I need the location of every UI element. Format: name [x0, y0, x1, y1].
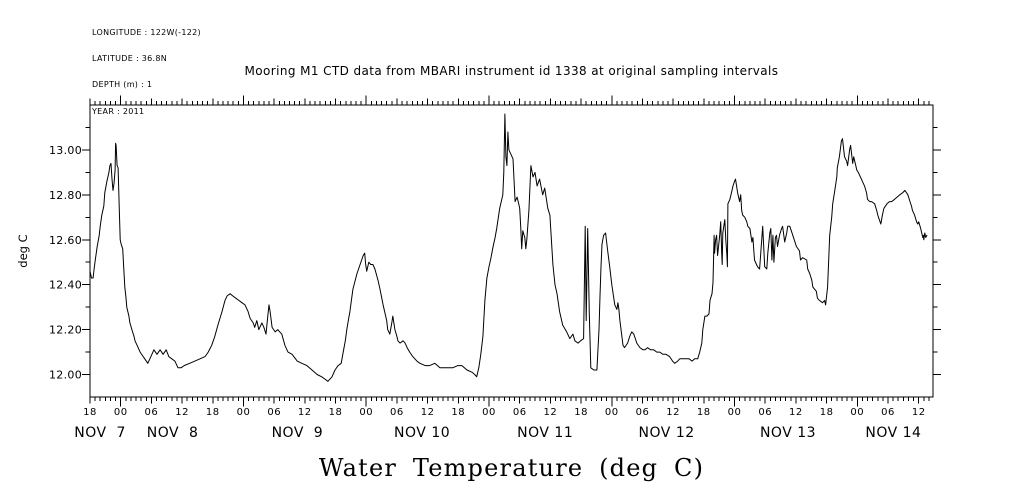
chart-title: Mooring M1 CTD data from MBARI instrumen… — [244, 64, 779, 78]
svg-text:06: 06 — [390, 407, 404, 418]
station-metadata: LONGITUDE : 122W(-122) LATITUDE : 36.8N … — [92, 11, 201, 134]
temperature-series-line — [89, 113, 928, 382]
svg-text:12.80: 12.80 — [49, 189, 82, 202]
top-axis-ticks — [89, 95, 930, 105]
svg-text:18: 18 — [206, 407, 220, 418]
x-axis-title: Water Temperature (deg C) — [318, 454, 705, 482]
svg-text:18: 18 — [574, 407, 588, 418]
svg-text:12.20: 12.20 — [49, 324, 82, 337]
svg-text:00: 00 — [359, 407, 373, 418]
metadata-line-year: YEAR : 2011 — [92, 106, 145, 116]
date-tick-labels: NOV 7 NOV 8 NOV 9 NOV 10 NOV 11 NOV 12 NOV 13 N… — [74, 425, 921, 441]
svg-text:13.00: 13.00 — [49, 144, 82, 157]
svg-text:18: 18 — [697, 407, 711, 418]
y-tick-labels: 12.00 12.20 12.40 12.60 12.80 13.00 — [49, 144, 82, 382]
svg-text:NOV 7: NOV 7 — [74, 425, 126, 441]
svg-text:06: 06 — [636, 407, 650, 418]
bottom-axis-ticks — [89, 397, 930, 407]
right-axis-ticks — [933, 127, 941, 375]
svg-text:18: 18 — [329, 407, 343, 418]
temperature-curve — [89, 113, 928, 382]
svg-text:NOV 11: NOV 11 — [517, 425, 573, 441]
svg-text:12.00: 12.00 — [49, 369, 82, 382]
svg-text:12: 12 — [544, 407, 558, 418]
svg-text:12: 12 — [912, 407, 926, 418]
metadata-line-depth: DEPTH (m) : 1 — [92, 80, 153, 90]
hour-tick-labels: 18 00 06 12 18 00 06 12 18 00 06 12 18 00 06 12 18 00 06 12… — [83, 407, 925, 418]
svg-text:NOV 13: NOV 13 — [760, 425, 816, 441]
svg-text:NOV 9: NOV 9 — [272, 425, 324, 441]
svg-text:NOV 10: NOV 10 — [394, 425, 450, 441]
svg-text:12: 12 — [666, 407, 680, 418]
svg-text:NOV 12: NOV 12 — [639, 425, 695, 441]
svg-text:NOV 14: NOV 14 — [865, 425, 921, 441]
svg-text:12: 12 — [175, 407, 189, 418]
left-axis-ticks — [82, 127, 90, 375]
svg-text:00: 00 — [114, 407, 128, 418]
svg-text:00: 00 — [605, 407, 619, 418]
svg-text:06: 06 — [513, 407, 527, 418]
svg-text:00: 00 — [850, 407, 864, 418]
metadata-line-longitude: LONGITUDE : 122W(-122) — [92, 27, 201, 37]
svg-text:12: 12 — [298, 407, 312, 418]
svg-text:18: 18 — [451, 407, 465, 418]
svg-text:06: 06 — [881, 407, 895, 418]
svg-text:06: 06 — [758, 407, 772, 418]
metadata-line-latitude: LATITUDE : 36.8N — [92, 53, 168, 63]
svg-text:NOV 8: NOV 8 — [147, 425, 199, 441]
svg-text:00: 00 — [482, 407, 496, 418]
svg-text:18: 18 — [820, 407, 834, 418]
svg-text:18: 18 — [83, 407, 97, 418]
svg-text:12: 12 — [421, 407, 435, 418]
svg-text:12.60: 12.60 — [49, 234, 82, 247]
svg-text:12: 12 — [789, 407, 803, 418]
svg-text:06: 06 — [145, 407, 159, 418]
svg-text:00: 00 — [728, 407, 742, 418]
svg-text:00: 00 — [237, 407, 251, 418]
plot-frame — [89, 104, 934, 398]
svg-text:12.40: 12.40 — [49, 279, 82, 292]
svg-text:06: 06 — [267, 407, 281, 418]
